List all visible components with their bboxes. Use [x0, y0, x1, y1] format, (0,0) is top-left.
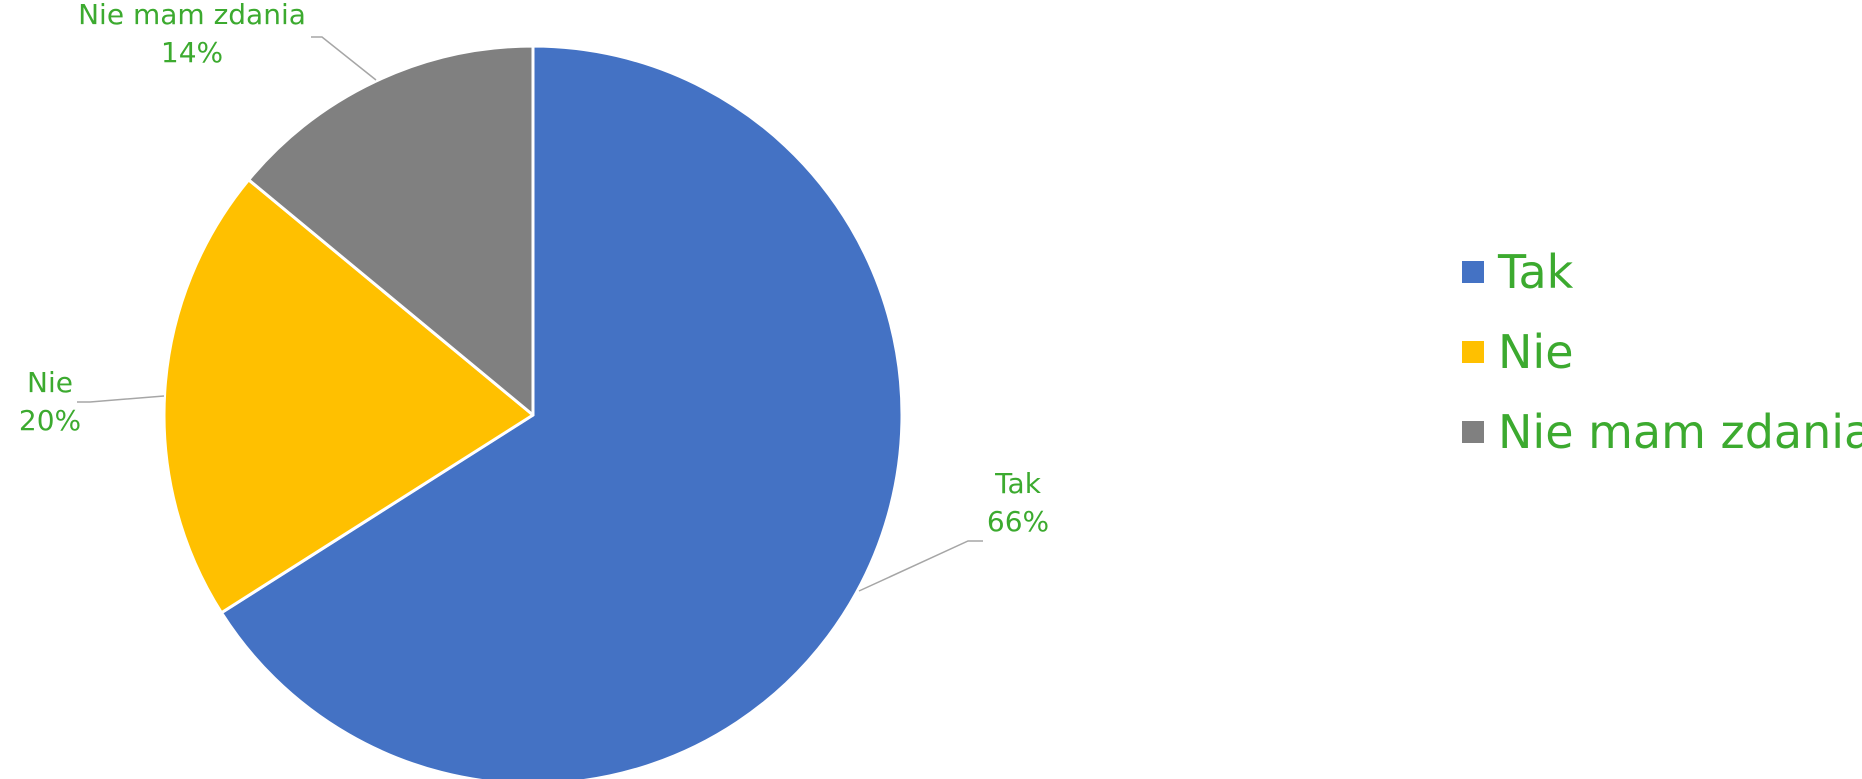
- data-label-nie: Nie 20%: [19, 366, 81, 437]
- leader-line-nie: [77, 395, 165, 403]
- data-label-percent: 20%: [19, 404, 81, 437]
- legend-swatch-nie-mam-zdania: [1462, 421, 1484, 443]
- data-labels: Tak 66% Nie 20% Nie mam zdania 14%: [19, 0, 1049, 538]
- data-label-tak: Tak 66%: [987, 467, 1049, 538]
- legend-swatch-tak: [1462, 261, 1484, 283]
- leader-line-tak: [858, 540, 983, 592]
- pie-slice-nie: [162, 178, 535, 615]
- data-label-category: Nie mam zdania: [78, 0, 306, 31]
- leader-line-nie-mam-zdania: [311, 36, 377, 81]
- data-label-nie-mam-zdania: Nie mam zdania 14%: [78, 0, 306, 69]
- pie-slice-nie-mam-zdania: [247, 44, 535, 417]
- leader-lines: [77, 36, 983, 592]
- legend-label-tak: Tak: [1497, 245, 1574, 299]
- data-label-category: Nie: [27, 366, 73, 399]
- legend-label-nie-mam-zdania: Nie mam zdania: [1498, 405, 1862, 459]
- pie-slice-tak: [219, 44, 904, 779]
- legend-swatch-nie: [1462, 341, 1484, 363]
- data-label-percent: 14%: [161, 36, 223, 69]
- data-label-category: Tak: [994, 467, 1042, 500]
- legend: Tak Nie Nie mam zdania: [1462, 245, 1862, 459]
- legend-label-nie: Nie: [1498, 325, 1574, 379]
- data-label-percent: 66%: [987, 505, 1049, 538]
- pie-slices: [162, 44, 904, 779]
